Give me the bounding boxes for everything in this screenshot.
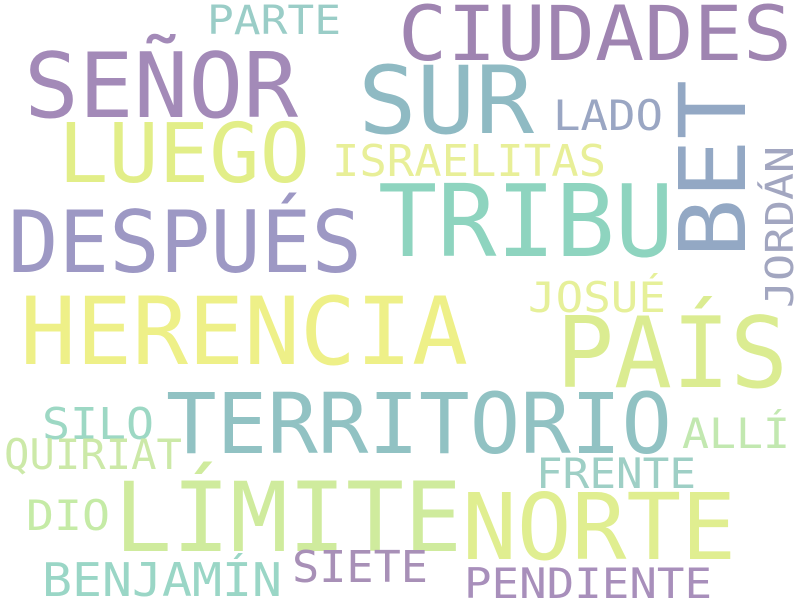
word-benjamin: BENJAMÍN [42,553,282,600]
word-despues: DESPUÉS [8,192,362,293]
word-frente: FRENTE [536,449,696,498]
word-territorio: TERRITORIO [166,375,672,473]
word-dio: DIO [26,491,110,540]
word-israelitas: ISRAELITAS [332,136,606,187]
word-alli: ALLÍ [682,408,790,458]
word-herencia: HERENCIA [20,278,468,387]
word-norte: NORTE [462,474,736,581]
word-limite: LÍMITE [114,461,462,574]
word-sur: SUR [358,47,534,156]
word-josue: JOSUÉ [528,272,666,322]
word-bet: BET [660,80,767,258]
word-tribu: TRIBU [378,163,674,280]
word-ciudades: CIUDADES [398,0,792,78]
word-luego: LUEGO [58,107,310,202]
word-senor: SEÑOR [24,33,299,139]
word-lado: LADO [553,91,663,140]
word-pendiente: PENDIENTE [464,559,712,600]
word-pais: PAÍS [556,296,788,411]
word-silo: SILO [42,399,154,450]
word-parte: PARTE [207,0,341,44]
word-quiriat: QUIRIAT [4,430,182,479]
word-siete: SIETE [292,542,428,593]
word-jordan: JORDÁN [758,146,800,308]
